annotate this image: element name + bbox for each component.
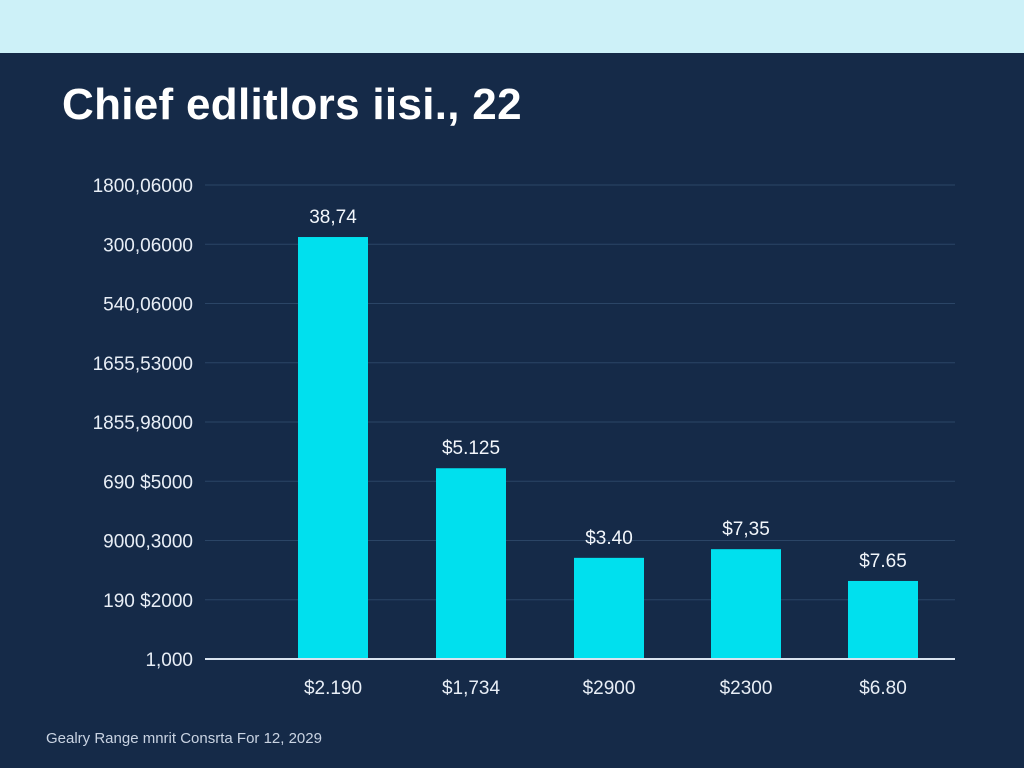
y-tick-label: 1855,98000	[93, 413, 193, 434]
x-tick-label: $1,734	[442, 678, 501, 699]
y-tick-label: 540,06000	[103, 295, 193, 316]
y-tick-label: 1655,53000	[93, 354, 193, 375]
bar-value-label: $7.65	[859, 551, 907, 572]
x-tick-label: $6.80	[859, 678, 907, 699]
bar	[436, 468, 506, 659]
bar-value-label: 38,74	[309, 207, 357, 228]
y-tick-label: 9000,3000	[103, 532, 193, 553]
bar	[711, 549, 781, 659]
data-labels: 38,74 $5.125 $3.40 $7,35 $7.65	[309, 207, 907, 572]
x-tick-label: $2900	[583, 678, 636, 699]
chart-title: Chief edlitlors iisi., 22	[62, 80, 522, 129]
x-axis-tick-labels: $2.190 $1,734 $2900 $2300 $6.80	[304, 678, 907, 699]
chart-footnote: Gealry Range mnrit Consrta For 12, 2029	[46, 730, 322, 747]
bar	[574, 557, 644, 659]
top-banner	[0, 0, 1024, 53]
y-tick-label: 690 $5000	[103, 472, 193, 493]
y-tick-label: 1,000	[145, 650, 193, 671]
bar	[848, 580, 918, 659]
y-tick-label: 190 $2000	[103, 591, 193, 612]
y-tick-label: 1800,06000	[93, 176, 193, 197]
y-axis-tick-labels: 1800,06000 300,06000 540,06000 1655,53000 18…	[93, 176, 193, 671]
bar	[298, 237, 368, 659]
bar-value-label: $5.125	[442, 438, 500, 459]
bar-value-label: $3.40	[585, 528, 633, 549]
bars	[298, 237, 918, 659]
bar-value-label: $7,35	[722, 519, 770, 540]
y-tick-label: 300,06000	[103, 235, 193, 256]
x-tick-label: $2300	[720, 678, 773, 699]
x-tick-label: $2.190	[304, 678, 362, 699]
